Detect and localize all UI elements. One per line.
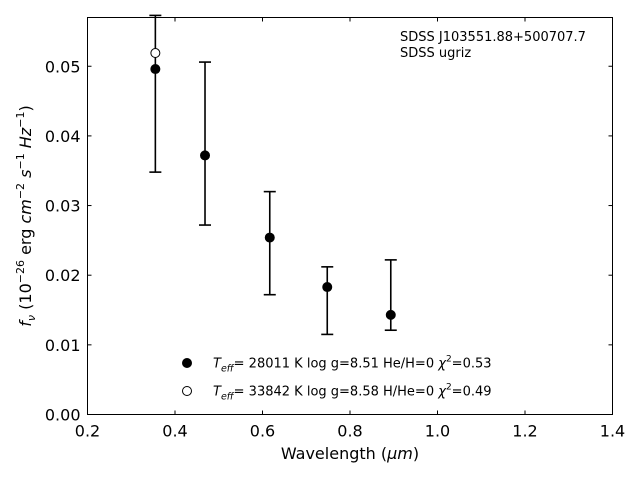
y-tick-label: 0.00 xyxy=(45,406,81,425)
legend-marker-filled xyxy=(182,358,192,368)
y-axis-label: fν (10−26 erg cm−2 s−1 Hz−1) xyxy=(14,105,38,326)
legend: Teff= 28011 K log g=8.51 He/H=0 χ2=0.53 … xyxy=(182,355,492,403)
data-point-series-2 xyxy=(150,48,161,59)
x-tick-label: 1.2 xyxy=(512,422,537,441)
annotation-object-name: SDSS J103551.88+500707.7 xyxy=(400,30,586,45)
x-tick-label: 1.4 xyxy=(600,422,625,441)
y-tick-label: 0.02 xyxy=(45,266,81,285)
legend-label-2: Teff= 33842 K log g=8.58 H/He=0 χ2=0.49 xyxy=(213,383,492,403)
legend-marker-open xyxy=(182,386,192,396)
data-point-series-1 xyxy=(264,232,275,243)
annotation-filter-set: SDSS ugriz xyxy=(400,46,471,61)
x-tick-label: 0.8 xyxy=(337,422,362,441)
y-tick-label: 0.01 xyxy=(45,336,81,355)
x-tick-label: 1.0 xyxy=(425,422,450,441)
x-tick-label: 0.4 xyxy=(162,422,187,441)
data-point-series-1 xyxy=(200,150,211,161)
y-tick-label: 0.03 xyxy=(45,197,81,216)
x-axis-label: Wavelength (μm) xyxy=(281,444,419,463)
points xyxy=(150,48,396,320)
data-point-series-1 xyxy=(322,282,333,293)
plot-frame xyxy=(87,17,613,415)
ticks: 0.2 0.4 0.6 0.8 1.0 1.2 1.4 0.00 0.01 0.02 0.03 0.0… xyxy=(45,17,625,441)
x-tick-label: 0.2 xyxy=(75,422,100,441)
errorbars xyxy=(149,14,397,336)
y-tick-label: 0.04 xyxy=(45,127,81,146)
data-point-series-1 xyxy=(385,309,396,320)
legend-label-1: Teff= 28011 K log g=8.51 He/H=0 χ2=0.53 xyxy=(213,355,492,375)
x-tick-label: 0.6 xyxy=(250,422,275,441)
data-point-series-1 xyxy=(150,64,161,75)
y-tick-label: 0.05 xyxy=(45,57,81,76)
